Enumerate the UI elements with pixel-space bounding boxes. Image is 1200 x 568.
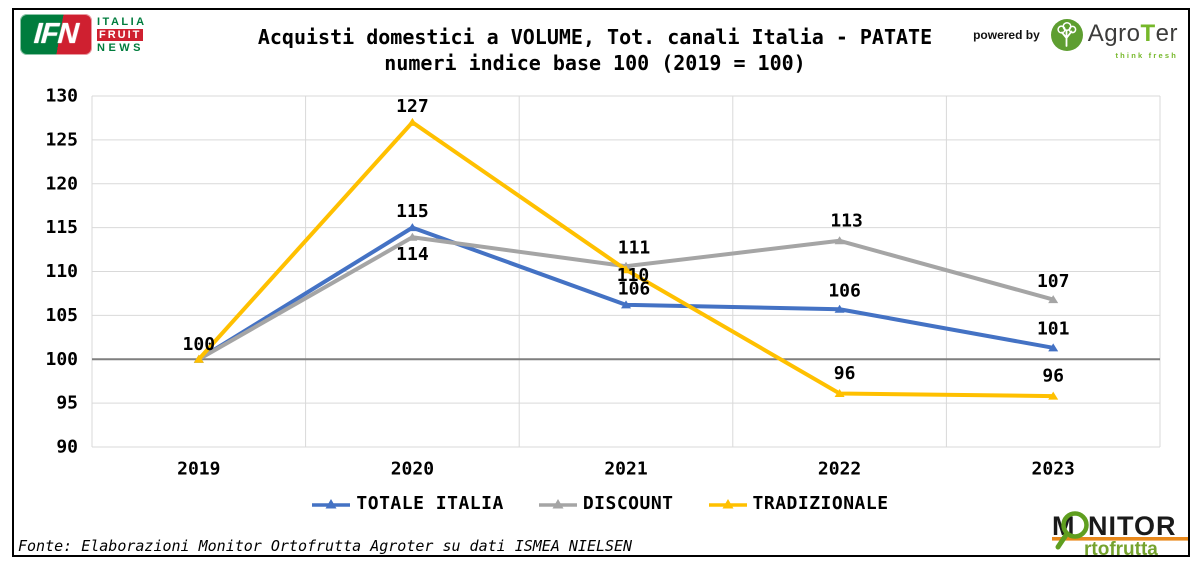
agroter-tree-icon — [1050, 19, 1083, 51]
svg-text:106: 106 — [618, 278, 651, 299]
svg-text:114: 114 — [396, 244, 429, 265]
legend-label: DISCOUNT — [582, 493, 674, 514]
svg-text:105: 105 — [45, 305, 78, 326]
agroter-name-suffix: er — [1155, 19, 1178, 47]
legend-label: TRADIZIONALE — [752, 493, 889, 514]
legend-label: TOTALE ITALIA — [356, 493, 504, 514]
svg-text:110: 110 — [617, 265, 650, 286]
chart-title-line2: numeri indice base 100 (2019 = 100) — [384, 51, 806, 75]
svg-text:107: 107 — [1037, 271, 1070, 292]
svg-text:120: 120 — [45, 173, 78, 194]
svg-text:100: 100 — [183, 334, 216, 355]
ifn-logo: IFN ITALIA FRUIT NEWS — [20, 14, 147, 55]
ifn-news-label: NEWS — [97, 41, 144, 54]
chart-legend: TOTALE ITALIA DISCOUNT TRADIZIONALE — [0, 493, 1200, 514]
svg-text:2022: 2022 — [818, 459, 861, 480]
svg-text:111: 111 — [618, 238, 651, 259]
svg-text:NITOR: NITOR — [1088, 511, 1177, 541]
legend-item-discount: DISCOUNT — [538, 493, 674, 514]
chart-title-line1: Acquisti domestici a VOLUME, Tot. canali… — [257, 25, 933, 49]
svg-text:95: 95 — [56, 393, 78, 414]
svg-text:2019: 2019 — [177, 459, 220, 480]
svg-text:106: 106 — [828, 281, 861, 302]
agroter-name-t: T — [1140, 19, 1156, 47]
svg-text:rtofrutta: rtofrutta — [1084, 539, 1158, 558]
svg-text:115: 115 — [45, 217, 78, 238]
source-note: Fonte: Elaborazioni Monitor Ortofrutta A… — [18, 537, 633, 555]
ifn-wordmark: ITALIA FRUIT NEWS — [97, 16, 147, 54]
svg-text:2021: 2021 — [604, 459, 647, 480]
agroter-wordmark: AgroTer think fresh — [1087, 19, 1178, 60]
svg-text:96: 96 — [1042, 366, 1064, 387]
svg-text:115: 115 — [396, 201, 429, 222]
svg-text:101: 101 — [1037, 318, 1070, 339]
svg-text:100: 100 — [45, 349, 78, 370]
agroter-logo: AgroTer think fresh — [1050, 18, 1178, 60]
powered-by-block: powered by AgroTer think fresh — [973, 18, 1178, 60]
ifn-italia-label: ITALIA — [97, 15, 147, 28]
svg-text:2023: 2023 — [1032, 459, 1075, 480]
legend-marker-totale-italia — [312, 498, 351, 508]
svg-text:2020: 2020 — [391, 459, 434, 480]
svg-text:110: 110 — [45, 261, 78, 282]
svg-text:125: 125 — [45, 129, 78, 150]
svg-text:127: 127 — [396, 96, 429, 117]
monitor-logo-graphic: M NITOR rtofrutta — [1052, 511, 1188, 560]
legend-marker-tradizionale — [708, 498, 747, 508]
ifn-badge: IFN — [20, 14, 92, 55]
line-chart: 90 95 100 105 110 115 120 125 130 2019 2020 2021 202… — [45, 86, 1161, 480]
agroter-tagline: think fresh — [1115, 50, 1178, 60]
svg-text:130: 130 — [45, 86, 78, 107]
svg-text:96: 96 — [834, 363, 856, 384]
agroter-name-prefix: Agro — [1087, 19, 1141, 47]
legend-item-tradizionale: TRADIZIONALE — [708, 493, 889, 514]
ifn-fruit-label: FRUIT — [97, 28, 144, 41]
monitor-ortofrutta-logo: M NITOR rtofrutta — [1052, 508, 1188, 562]
powered-by-label: powered by — [973, 28, 1040, 42]
svg-text:90: 90 — [56, 437, 78, 458]
legend-item-totale-italia: TOTALE ITALIA — [311, 493, 503, 514]
legend-marker-discount — [538, 498, 577, 508]
chart-title: Acquisti domestici a VOLUME, Tot. canali… — [190, 24, 1000, 76]
svg-text:113: 113 — [830, 210, 863, 231]
